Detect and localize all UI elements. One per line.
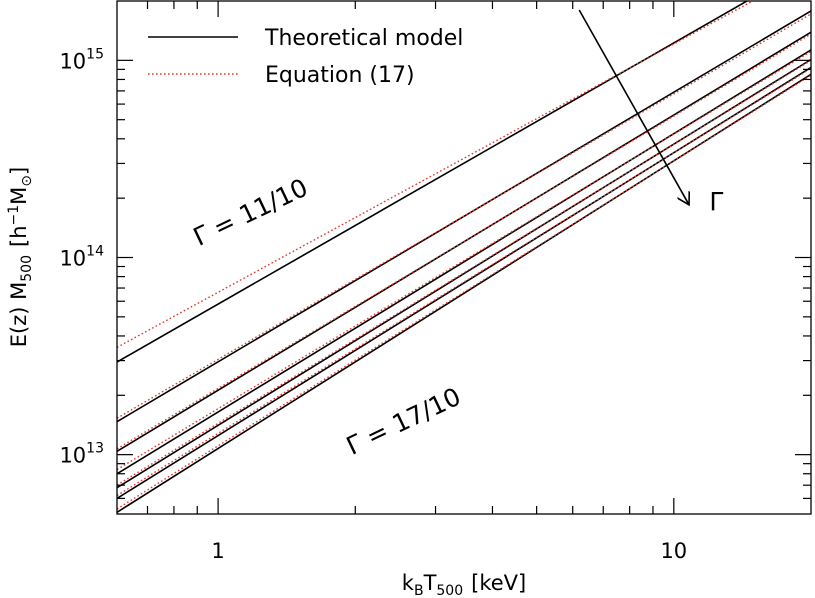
x-axis-label: kBT500 [keV] [402, 571, 526, 598]
y-axis-label: E(z) M500[h−1M⊙] [6, 167, 35, 347]
equation-line-3 [117, 33, 811, 450]
model-line-4 [117, 49, 811, 475]
legend-model-label: Theoretical model [264, 26, 463, 51]
y-tick-label: 1014 [59, 244, 104, 271]
legend-equation-label: Equation (17) [265, 63, 415, 88]
gamma-direction-arrow [578, 9, 689, 205]
model-line-1 [117, 1, 749, 363]
model-line-5 [117, 58, 811, 489]
series-group [117, 1, 811, 513]
annotation-label-1: Γ = 11/10 [189, 173, 312, 252]
equation-line-4 [117, 50, 811, 471]
model-line-6 [117, 66, 811, 500]
equation-line-1 [117, 1, 755, 349]
legend: Theoretical model Equation (17) [148, 26, 463, 88]
model-line-7 [117, 73, 811, 513]
annotation-label-3: Γ [709, 187, 723, 216]
plot-frame [116, 0, 812, 515]
x-tick-label: 1 [211, 539, 224, 563]
x-tick-label: 10 [660, 539, 687, 563]
annotation-label-2: Γ = 17/10 [342, 382, 465, 461]
equation-line-7 [117, 74, 811, 510]
equation-line-2 [117, 13, 811, 419]
y-tick-label: 1015 [59, 46, 104, 73]
y-tick-label: 1013 [59, 441, 104, 468]
axis-ticks: 1 10 1013 1014 1015 [59, 1, 811, 563]
